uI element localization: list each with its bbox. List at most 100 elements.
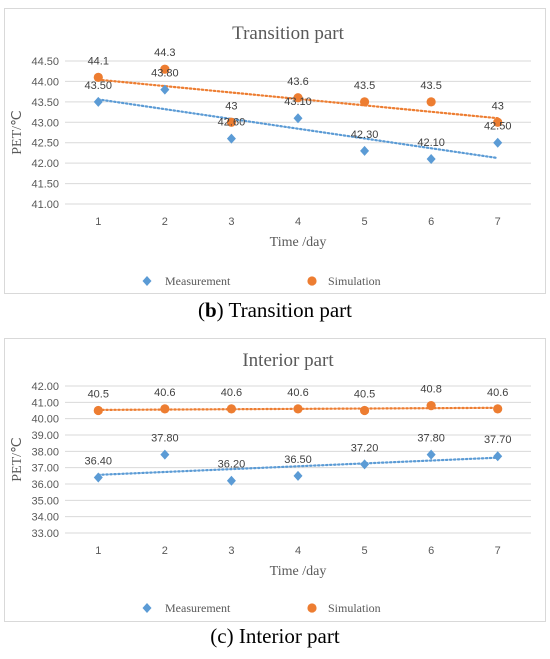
interior-y-tick-label: 35.00 [31,495,59,507]
interior-data-label-simulation: 40.6 [287,387,308,399]
interior-y-tick-label: 36.00 [31,479,59,491]
interior-y-tick-label: 40.00 [31,414,59,426]
interior-y-tick-label: 37.00 [31,463,59,475]
transition-data-label-simulation: 43 [492,100,504,112]
chart-panel-transition: Transition part 41.00 41.50 42.00 42.50 43.00… [4,8,546,294]
interior-y-tick-label: 33.00 [31,528,59,540]
chart-interior: Interior part 33.00 34.00 35.00 36.00 37.00 38… [10,350,531,615]
interior-legend-marker-measurement [142,603,152,613]
transition-legend-measurement: Measurement [165,274,231,288]
interior-y-tick-label: 38.00 [31,446,59,458]
interior-x-tick-label: 4 [295,545,301,557]
interior-point-simulation [426,401,436,411]
transition-x-tick-label: 4 [295,216,301,228]
chart-transition: Transition part 41.00 41.50 42.00 42.50 43.00… [10,23,531,288]
transition-legend-marker-simulation [307,276,317,286]
transition-point-measurement [160,84,170,95]
transition-point-simulation [426,97,436,107]
interior-trendline-measurement [97,456,499,476]
interior-point-simulation [160,404,170,414]
interior-data-label-simulation: 40.5 [88,389,109,401]
interior-data-label-measurement: 36.50 [284,454,312,466]
transition-data-label-simulation: 43.6 [287,76,308,88]
caption-b-text: Transition part [223,298,353,322]
interior-x-tick-label: 7 [495,545,501,557]
interior-data-label-simulation: 40.6 [221,387,242,399]
transition-point-measurement [426,154,436,165]
interior-data-label-simulation: 40.6 [154,387,175,399]
transition-point-simulation [293,93,303,103]
interior-data-label-measurement: 36.20 [218,459,246,471]
interior-x-axis-title: Time /day [270,564,327,579]
interior-data-label-simulation: 40.8 [420,384,441,396]
interior-point-simulation [359,405,370,416]
interior-data-label-measurement: 37.80 [151,433,179,445]
transition-point-simulation [359,97,370,107]
transition-point-measurement [93,96,103,107]
interior-x-tick-label: 6 [428,545,434,557]
interior-point-simulation [493,404,503,414]
transition-point-simulation [160,64,170,74]
interior-data-label-measurement: 37.70 [484,434,512,446]
interior-data-label-simulation: 40.5 [354,389,375,401]
transition-point-measurement [293,113,303,124]
interior-data-label-measurement: 37.20 [351,442,379,454]
interior-legend-marker-simulation [307,603,317,613]
transition-y-tick-label: 44.50 [31,56,59,68]
transition-data-label-measurement: 43.80 [151,68,179,80]
interior-title: Interior part [242,350,334,371]
transition-y-tick-label: 41.50 [31,179,59,191]
transition-data-label-simulation: 44.3 [154,47,175,59]
transition-x-tick-label: 7 [495,216,501,228]
interior-point-measurement [226,475,236,486]
caption-b-label: b [204,298,217,322]
interior-point-simulation [293,404,303,414]
transition-data-label-measurement: 42.10 [417,137,445,149]
transition-y-tick-label: 42.50 [31,138,59,150]
interior-data-label-measurement: 36.40 [85,455,113,467]
interior-legend-simulation: Simulation [328,601,381,615]
interior-x-tick-label: 2 [162,545,168,557]
transition-legend-simulation: Simulation [328,274,381,288]
interior-x-tick-label: 5 [362,545,368,557]
interior-y-tick-label: 34.00 [31,512,59,524]
transition-point-simulation [493,117,503,127]
transition-data-label-simulation: 43.5 [354,80,375,92]
interior-point-measurement [493,451,503,462]
transition-data-label-measurement: 43.50 [85,80,113,92]
chart-panel-interior: Interior part 33.00 34.00 35.00 36.00 37.00 38… [4,338,546,622]
transition-y-tick-label: 42.00 [31,158,59,170]
interior-point-measurement [160,449,170,460]
transition-point-measurement [226,133,236,144]
interior-y-tick-label: 39.00 [31,430,59,442]
transition-y-tick-label: 43.50 [31,97,59,109]
interior-y-tick-label: 42.00 [31,381,59,393]
transition-point-measurement [360,145,370,156]
interior-legend-measurement: Measurement [165,601,231,615]
interior-point-measurement [293,470,303,481]
interior-point-simulation [93,405,103,416]
interior-x-tick-label: 1 [95,545,101,557]
transition-point-simulation [226,117,237,127]
transition-data-label-measurement: 42.50 [484,121,512,133]
transition-y-tick-label: 43.00 [31,117,59,129]
transition-y-tick-label: 44.00 [31,76,59,88]
interior-y-tick-label: 41.00 [31,397,59,409]
caption-transition: (b) Transition part [197,298,353,322]
transition-y-tick-label: 41.00 [31,199,59,211]
transition-data-label-measurement: 43.10 [284,96,312,108]
caption-interior: (c) Interior part [210,624,340,648]
interior-point-simulation [226,404,237,414]
transition-data-label-simulation: 43 [225,100,237,112]
transition-x-axis-title: Time /day [270,235,327,250]
transition-x-tick-label: 6 [428,216,434,228]
transition-x-tick-label: 1 [95,216,101,228]
transition-x-tick-label: 5 [362,216,368,228]
transition-point-simulation [93,72,103,82]
interior-point-measurement [360,459,370,470]
transition-legend-marker-measurement [142,276,152,286]
transition-data-label-measurement: 42.30 [351,129,379,141]
transition-trendline-measurement [97,98,499,160]
interior-y-axis-title: PET/℃ [10,437,25,482]
transition-title: Transition part [232,23,344,44]
